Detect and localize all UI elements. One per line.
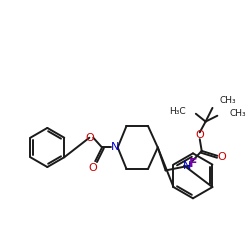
Text: O: O (218, 152, 226, 162)
Text: H₃C: H₃C (170, 107, 186, 116)
Text: O: O (196, 130, 204, 140)
Text: N: N (183, 160, 191, 170)
Text: F: F (189, 156, 197, 170)
Text: O: O (88, 163, 97, 173)
Text: CH₃: CH₃ (229, 109, 246, 118)
Text: N: N (110, 142, 119, 152)
Text: CH₃: CH₃ (219, 96, 236, 104)
Text: O: O (85, 133, 94, 143)
